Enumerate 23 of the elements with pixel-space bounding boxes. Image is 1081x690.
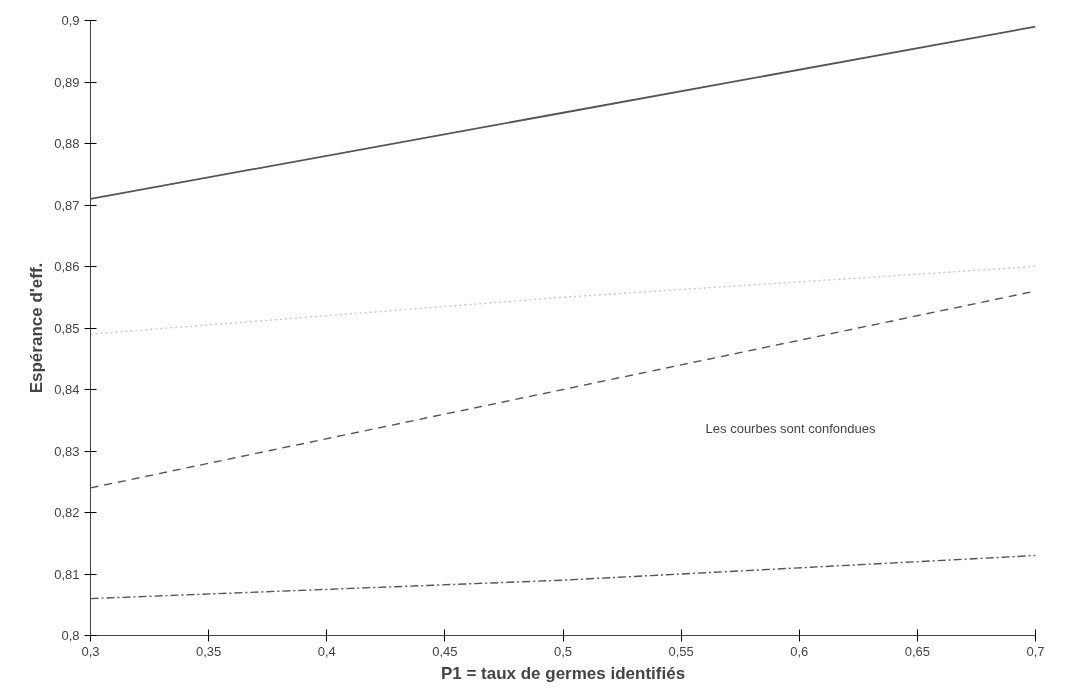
y-tick-label: 0,86 [54, 259, 80, 274]
y-tick-label: 0,8 [61, 628, 80, 643]
x-tick-label: 0,6 [790, 643, 809, 659]
x-tick-label: 0,35 [195, 643, 222, 659]
x-tick-label: 0,3 [81, 643, 100, 659]
x-tick-label: 0,55 [668, 643, 694, 659]
x-tick-label: 0,7 [1026, 643, 1045, 659]
x-tick-label: 0,4 [317, 643, 336, 659]
y-tick-label: 0,84 [54, 382, 80, 397]
y-tick-label: 0,85 [54, 320, 80, 336]
y-tick-label: 0,81 [54, 566, 80, 582]
y-tick-label: 0,88 [54, 136, 80, 151]
y-tick-label: 0,9 [61, 13, 80, 28]
y-tick-label: 0,82 [54, 505, 80, 520]
y-tick-label: 0,83 [54, 443, 80, 459]
y-tick-label: 0,87 [54, 197, 80, 213]
annotation: Les courbes sont confondues [705, 420, 876, 436]
y-tick-label: 0,89 [54, 74, 80, 90]
x-tick-label: 0,45 [432, 643, 458, 659]
x-tick-label: 0,65 [904, 643, 931, 659]
x-axis-title: P1 = taux de germes identifiés [440, 663, 686, 683]
y-axis-title: Espérance d'eff. [27, 262, 47, 394]
x-tick-label: 0,5 [553, 643, 573, 659]
